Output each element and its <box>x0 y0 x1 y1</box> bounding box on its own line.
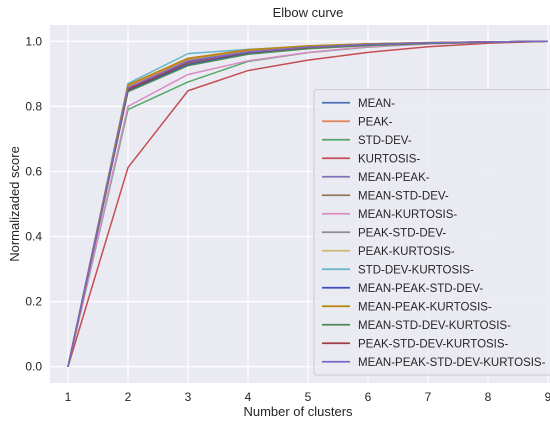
x-tick-label: 6 <box>365 390 372 404</box>
legend-label: MEAN-PEAK-STD-DEV-KURTOSIS- <box>358 357 546 369</box>
legend-label: MEAN-STD-DEV- <box>358 190 449 202</box>
y-tick-label: 0.4 <box>25 230 42 244</box>
series-line-3 <box>67 40 549 367</box>
y-tick-label: 0.0 <box>25 360 42 374</box>
x-tick-label: 5 <box>305 390 312 404</box>
x-tick-label: 2 <box>125 390 132 404</box>
x-tick-label: 4 <box>245 390 252 404</box>
x-tick-labels: 1 2 3 4 5 6 7 8 9 <box>65 390 550 404</box>
legend-label: MEAN-KURTOSIS- <box>358 209 457 221</box>
x-tick-label: 7 <box>425 390 432 404</box>
legend-label: PEAK-STD-DEV-KURTOSIS- <box>358 338 509 350</box>
legend-label: PEAK-STD-DEV- <box>358 227 446 239</box>
x-axis-label: Number of clusters <box>243 404 353 419</box>
x-tick-label: 8 <box>485 390 492 404</box>
x-tick-label: 1 <box>65 390 72 404</box>
chart-title: Elbow curve <box>273 5 344 20</box>
legend: MEAN-PEAK-STD-DEV-KURTOSIS-MEAN-PEAK-MEA… <box>313 89 550 376</box>
legend-label: MEAN-STD-DEV-KURTOSIS- <box>358 320 511 332</box>
legend-label: PEAK-KURTOSIS- <box>358 246 455 258</box>
y-tick-labels: 0.0 0.2 0.4 0.6 0.8 1.0 <box>25 34 42 373</box>
legend-label: MEAN- <box>358 98 395 110</box>
legend-label: MEAN-PEAK- <box>358 172 430 184</box>
y-tick-label: 1.0 <box>25 34 42 48</box>
legend-label: MEAN-PEAK-KURTOSIS- <box>358 301 492 313</box>
legend-label: STD-DEV- <box>358 135 412 147</box>
y-tick-label: 0.8 <box>25 99 42 113</box>
legend-label: KURTOSIS- <box>358 153 420 165</box>
series-layer <box>67 40 549 367</box>
legend-label: PEAK- <box>358 116 393 128</box>
x-tick-label: 3 <box>185 390 192 404</box>
legend-box <box>313 89 550 376</box>
x-tick-label: 9 <box>545 390 550 404</box>
y-tick-label: 0.6 <box>25 164 42 178</box>
series-line-14 <box>67 40 549 367</box>
legend-label: STD-DEV-KURTOSIS- <box>358 264 474 276</box>
y-tick-label: 0.2 <box>25 295 42 309</box>
y-axis-label: Normalizaded score <box>7 146 22 262</box>
legend-label: MEAN-PEAK-STD-DEV- <box>358 283 483 295</box>
